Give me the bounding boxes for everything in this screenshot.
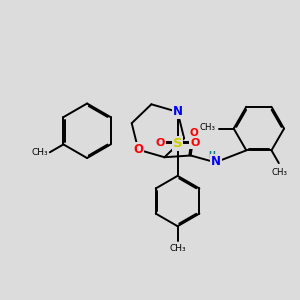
Text: O: O <box>189 128 198 138</box>
Text: S: S <box>173 137 182 150</box>
Text: CH₃: CH₃ <box>169 244 186 253</box>
Text: CH₃: CH₃ <box>272 168 287 177</box>
Text: N: N <box>172 105 183 119</box>
Text: O: O <box>155 138 165 148</box>
Text: CH₃: CH₃ <box>31 148 48 157</box>
Text: O: O <box>190 138 200 148</box>
Text: N: N <box>211 155 221 168</box>
Text: H: H <box>208 151 215 160</box>
Text: CH₃: CH₃ <box>200 123 215 132</box>
Text: O: O <box>133 143 143 156</box>
